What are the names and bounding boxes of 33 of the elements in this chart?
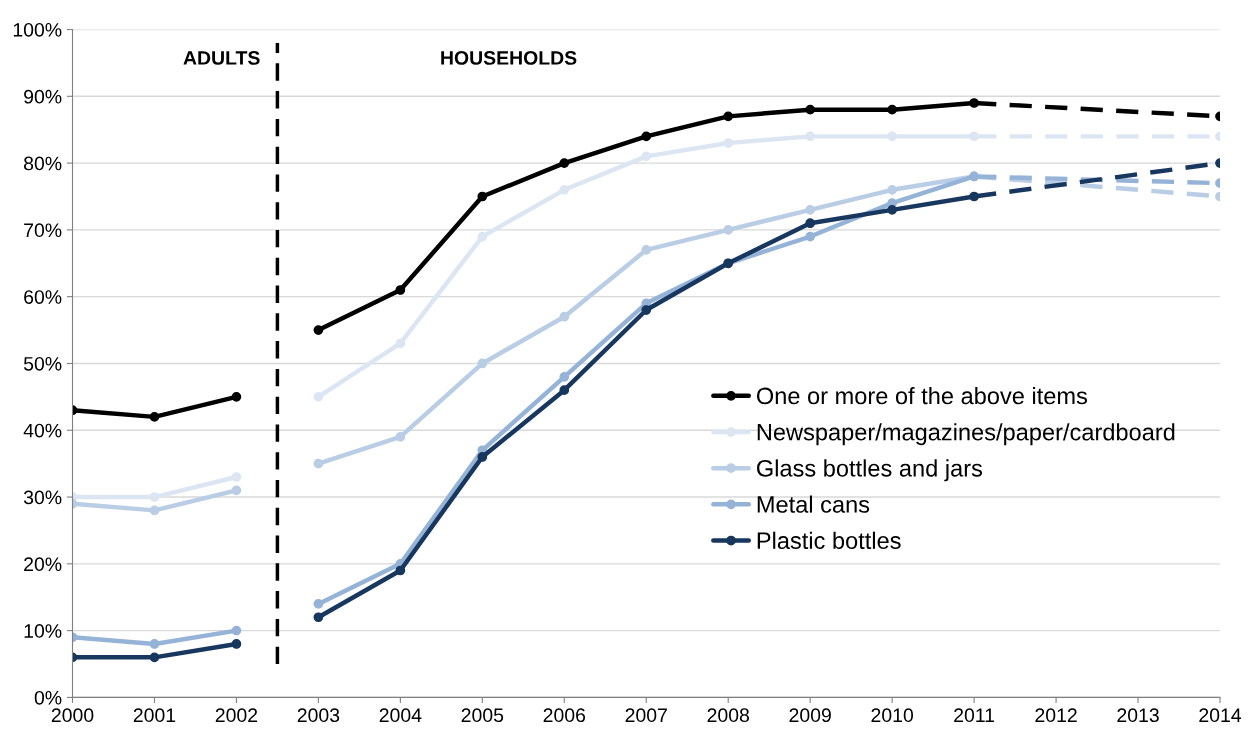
- x-tick-label: 2006: [543, 708, 586, 723]
- y-tick-label: 80%: [24, 156, 62, 171]
- y-tick-label: 60%: [24, 290, 62, 304]
- y-tick-label: 90%: [24, 89, 62, 104]
- y-tick-label: 50%: [23, 356, 62, 371]
- y-tick-label: 10%: [24, 624, 62, 638]
- legend-label: Glass bottles and jars: [757, 459, 983, 482]
- y-tick-label: 20%: [24, 557, 62, 572]
- x-tick-label: 2003: [297, 708, 340, 723]
- annotation: ADULTS: [183, 51, 260, 65]
- x-tick-label: 2004: [379, 708, 422, 723]
- x-tick-label: 2010: [871, 708, 914, 723]
- x-tick-label: 2005: [461, 708, 504, 723]
- x-tick-label: 2012: [1035, 708, 1077, 723]
- annotation: HOUSEHOLDS: [441, 51, 577, 65]
- y-tick-label: 100%: [13, 22, 62, 37]
- y-tick-label: 70%: [24, 223, 62, 238]
- x-tick-label: 2007: [625, 708, 667, 723]
- x-tick-label: 2002: [215, 708, 258, 723]
- x-tick-label: 2009: [789, 708, 831, 723]
- legend-label: Plastic bottles: [757, 531, 901, 550]
- y-tick-label: 0%: [34, 690, 62, 705]
- x-tick-label: 2008: [707, 708, 749, 723]
- x-tick-label: 2014: [1199, 708, 1242, 723]
- x-tick-label: 2001: [133, 708, 176, 723]
- y-tick-label: 40%: [23, 423, 62, 438]
- legend-label: Metal cans: [757, 495, 870, 513]
- legend-label: One or more of the above items: [756, 386, 1088, 405]
- x-tick-label: 2013: [1117, 708, 1159, 723]
- x-tick-label: 2011: [954, 708, 995, 723]
- y-tick-label: 30%: [23, 490, 62, 505]
- legend-label: Newspaper/magazines/paper/cardboard: [757, 423, 1175, 446]
- x-tick-label: 2000: [51, 708, 94, 723]
